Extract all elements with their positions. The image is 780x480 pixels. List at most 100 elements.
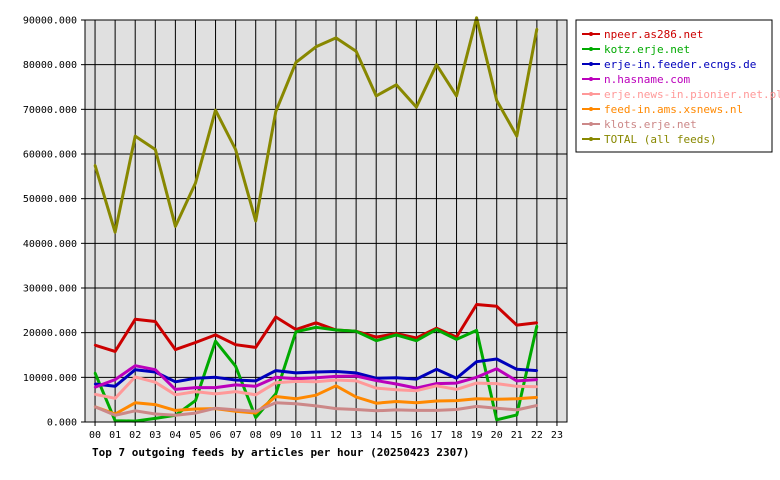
data-point <box>254 219 257 223</box>
data-point <box>93 393 97 396</box>
data-point <box>174 388 177 391</box>
x-tick-label: 02 <box>129 430 141 441</box>
data-point <box>274 401 277 404</box>
data-point <box>535 404 539 407</box>
data-point <box>234 383 237 387</box>
data-point <box>475 303 478 306</box>
data-point <box>294 61 298 64</box>
x-tick-label: 03 <box>149 430 161 441</box>
data-point <box>475 376 478 379</box>
data-point <box>254 385 257 388</box>
data-point <box>334 370 338 373</box>
data-point <box>475 397 478 400</box>
legend-item: feed-in.ams.xsnews.nl <box>604 103 743 116</box>
x-tick-label: 13 <box>350 430 362 441</box>
y-axis-ticks: 0.000 10000.000 20000.000 30000.000 40000.00… <box>23 16 85 429</box>
data-point <box>354 408 358 411</box>
data-point <box>535 321 539 325</box>
x-tick-label: 10 <box>290 430 302 441</box>
data-point <box>515 385 518 388</box>
legend-swatch-dot <box>589 47 593 51</box>
x-tick-label: 21 <box>511 430 523 441</box>
data-point <box>194 399 197 402</box>
data-point <box>375 402 378 405</box>
data-point <box>435 368 438 371</box>
data-point <box>375 94 378 98</box>
data-point <box>113 378 117 381</box>
data-point <box>455 408 458 411</box>
data-point <box>154 368 157 371</box>
x-tick-label: 11 <box>310 430 322 441</box>
data-point <box>455 399 458 402</box>
data-point <box>455 381 458 385</box>
data-point <box>93 163 97 167</box>
data-point <box>475 381 478 385</box>
x-tick-label: 16 <box>410 430 422 441</box>
data-point <box>415 389 418 392</box>
data-point <box>154 403 157 406</box>
data-point <box>395 408 398 412</box>
data-point <box>515 134 518 138</box>
data-point <box>495 305 498 308</box>
data-point <box>234 390 237 393</box>
data-point <box>515 323 518 327</box>
legend-swatch-dot <box>589 92 593 96</box>
data-point <box>495 382 498 385</box>
x-tick-label: 07 <box>230 430 242 441</box>
data-point <box>375 379 378 382</box>
data-point <box>314 404 318 408</box>
data-point <box>314 376 318 379</box>
x-tick-label: 00 <box>89 430 101 441</box>
data-point <box>475 16 478 19</box>
data-point <box>334 407 338 410</box>
data-point <box>294 380 298 383</box>
data-point <box>234 378 237 382</box>
data-point <box>515 379 518 383</box>
data-point <box>134 364 137 367</box>
data-point <box>214 333 217 337</box>
data-point <box>535 396 539 399</box>
data-point <box>113 397 117 400</box>
data-point <box>154 148 157 151</box>
legend-swatch-dot <box>589 137 593 141</box>
data-point <box>254 379 257 383</box>
data-point <box>354 371 358 375</box>
data-point <box>214 386 217 389</box>
data-point <box>415 377 418 381</box>
data-point <box>415 386 418 390</box>
y-tick-label: 60000.000 <box>23 150 77 161</box>
x-tick-label: 19 <box>471 430 483 441</box>
data-point <box>254 416 257 419</box>
legend-swatch-dot <box>589 77 593 81</box>
data-point <box>535 385 539 388</box>
data-point <box>435 384 438 388</box>
data-point <box>113 414 117 417</box>
data-point <box>194 411 197 415</box>
data-point <box>93 343 97 347</box>
legend-item: npeer.as286.net <box>604 28 703 41</box>
x-tick-label: 15 <box>390 430 402 441</box>
x-tick-label: 14 <box>370 430 382 441</box>
data-point <box>254 393 257 396</box>
data-point <box>495 398 498 401</box>
data-point <box>495 99 498 102</box>
legend-item: klots.erje.net <box>604 118 697 131</box>
data-point <box>134 368 137 371</box>
data-point <box>354 379 358 383</box>
x-tick-label: 20 <box>491 430 503 441</box>
data-point <box>93 385 97 389</box>
data-point <box>274 369 277 372</box>
data-point <box>495 418 498 421</box>
legend-item: erje-in.feeder.ecngs.de <box>604 58 756 71</box>
y-tick-label: 0.000 <box>47 418 77 429</box>
plot-frame <box>84 19 568 423</box>
x-tick-label: 04 <box>169 430 181 441</box>
data-point <box>334 36 338 40</box>
data-point <box>375 409 378 413</box>
x-tick-label: 18 <box>451 430 463 441</box>
y-tick-label: 20000.000 <box>23 328 77 339</box>
data-point <box>455 388 458 391</box>
data-point <box>134 318 137 321</box>
x-tick-label: 17 <box>430 430 442 441</box>
legend-swatch-dot <box>589 32 593 36</box>
